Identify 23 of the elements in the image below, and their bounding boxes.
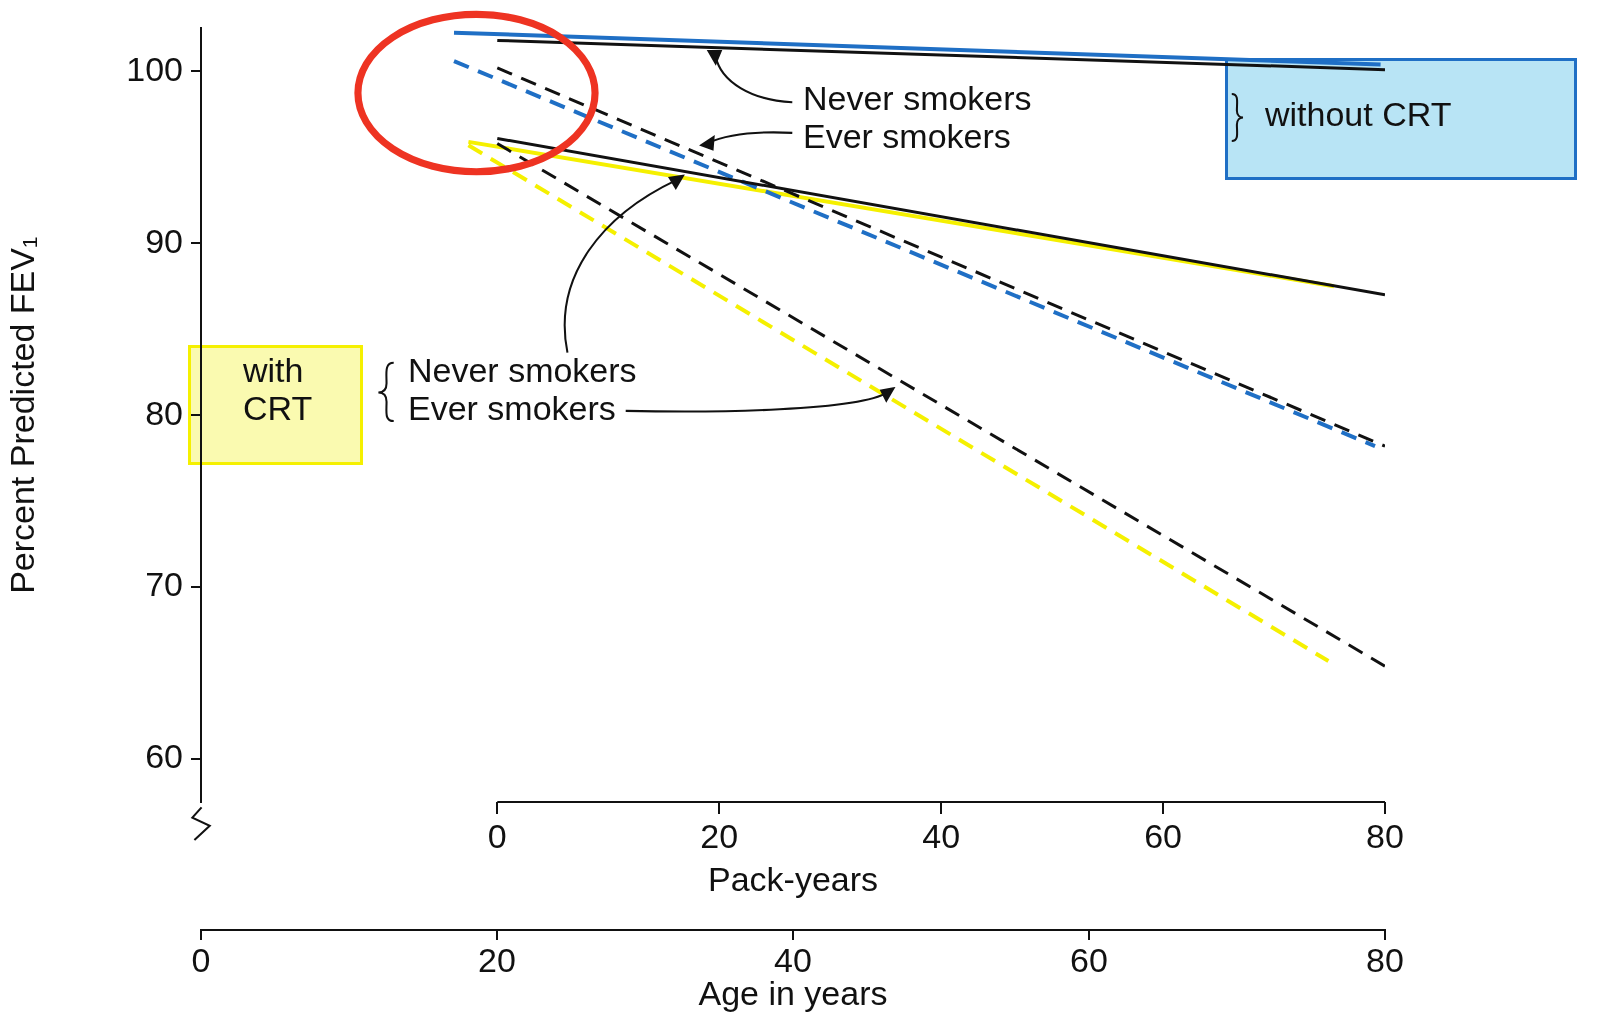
annotation: Ever smokers: [408, 389, 616, 428]
x-tick-label: 20: [700, 816, 739, 855]
x-tick-label: 40: [922, 816, 961, 855]
annotation: CRT: [243, 389, 313, 428]
annotation: Never smokers: [803, 79, 1032, 118]
annotation: without CRT: [1264, 95, 1452, 134]
x-tick-label: 0: [487, 816, 507, 855]
y-tick-label: 60: [145, 737, 183, 776]
y-tick-label: 80: [145, 393, 183, 432]
annotation: with: [242, 351, 304, 390]
x2-tick-label: 80: [1366, 940, 1404, 979]
y-tick-label: 70: [145, 565, 183, 604]
x-axis-title: Pack-years: [707, 859, 879, 898]
x2-tick-label: 0: [191, 940, 211, 979]
x-tick-label: 60: [1144, 816, 1182, 855]
y-axis-title: Percent Predicted FEV₁: [2, 236, 41, 594]
y-tick-label: 100: [126, 49, 183, 88]
x-tick-label: 80: [1366, 816, 1404, 855]
x2-tick-label: 60: [1070, 940, 1108, 979]
annotation: Ever smokers: [803, 117, 1011, 156]
annotation: Never smokers: [408, 351, 637, 390]
y-tick-label: 90: [145, 221, 183, 260]
x2-tick-label: 20: [478, 940, 516, 979]
